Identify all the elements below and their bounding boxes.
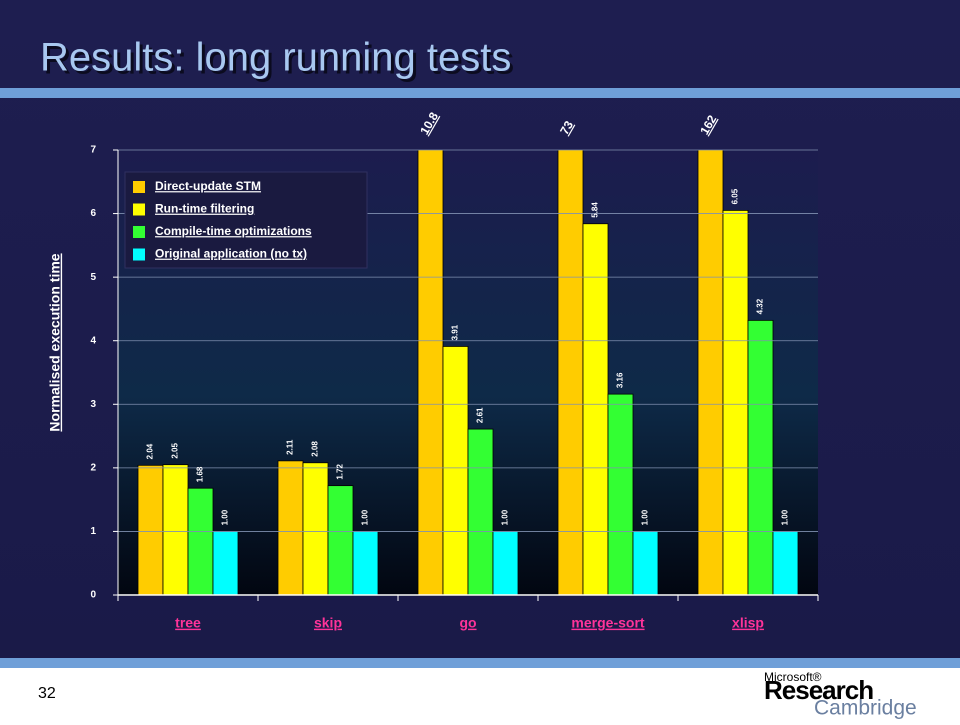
bar	[632, 531, 659, 596]
value-label: 2.08	[311, 441, 320, 457]
bottom-band	[0, 658, 960, 668]
x-tick-label: xlisp	[732, 615, 764, 631]
bar	[352, 531, 379, 596]
y-tick-label: 6	[90, 208, 96, 219]
x-tick-label: skip	[314, 615, 342, 631]
y-axis-label: Normalised execution time	[47, 253, 63, 431]
value-label: 1.00	[221, 509, 230, 525]
legend-swatch	[133, 248, 145, 261]
slide-title: Results: long running tests	[40, 36, 511, 80]
bar	[467, 428, 494, 596]
value-label: 6.05	[731, 188, 740, 204]
value-label: 2.11	[286, 439, 295, 455]
bar	[747, 319, 774, 596]
bar	[442, 346, 469, 596]
title-shadow: Results: long running tests	[43, 39, 514, 83]
value-label: 1.00	[361, 509, 370, 525]
value-label: 3.16	[616, 372, 625, 388]
value-label: 1.00	[781, 509, 790, 525]
value-label: 4.32	[756, 298, 765, 314]
bar	[162, 464, 189, 596]
value-label: 5.84	[591, 202, 600, 218]
x-tick-label: merge-sort	[571, 615, 644, 631]
y-tick-label: 4	[90, 335, 96, 346]
legend-box	[124, 171, 368, 269]
value-label: 3.91	[451, 324, 460, 340]
value-label: 1.68	[196, 466, 205, 482]
bar	[772, 531, 799, 596]
bar	[137, 464, 164, 596]
value-label: 2.61	[476, 407, 485, 423]
legend-swatch	[133, 226, 145, 238]
legend-swatch	[133, 203, 145, 216]
x-tick-label: tree	[175, 615, 201, 631]
value-label: 73	[557, 118, 576, 137]
y-tick-label: 7	[90, 145, 96, 156]
x-tick-label: go	[459, 615, 476, 631]
y-tick-label: 3	[90, 399, 96, 410]
bar	[607, 393, 634, 596]
legend-label: Run-time filtering	[155, 202, 254, 216]
y-tick-label: 2	[90, 462, 96, 473]
bar	[302, 462, 329, 596]
y-tick-label: 1	[90, 526, 96, 537]
legend-label: Direct-update STM	[155, 179, 261, 193]
bar	[582, 223, 609, 596]
logo-line2: Cambridge	[814, 697, 917, 720]
bar	[417, 150, 444, 596]
value-label: 2.04	[146, 443, 155, 459]
plot-clip	[137, 150, 799, 596]
footer	[0, 668, 960, 720]
legend-label: Original application (no tx)	[155, 247, 307, 261]
logo-line1: Research	[764, 675, 873, 705]
bar	[277, 460, 304, 596]
legend-label: Compile-time optimizations	[155, 224, 312, 238]
bar	[492, 531, 519, 596]
logo-brand: Microsoft®	[764, 670, 822, 684]
top-band	[0, 88, 960, 98]
bar	[327, 485, 354, 596]
y-tick-label: 0	[90, 590, 96, 601]
bar	[722, 209, 749, 596]
value-label: 1.00	[501, 509, 510, 525]
bar	[212, 531, 239, 596]
legend-swatch	[133, 181, 145, 193]
bar	[697, 150, 724, 596]
value-label: 2.05	[171, 443, 180, 459]
slide-number: 32	[38, 685, 56, 702]
y-tick-label: 5	[90, 272, 96, 283]
value-label: 1.00	[641, 509, 650, 525]
bar	[187, 487, 214, 596]
value-label: 1.72	[336, 464, 345, 480]
